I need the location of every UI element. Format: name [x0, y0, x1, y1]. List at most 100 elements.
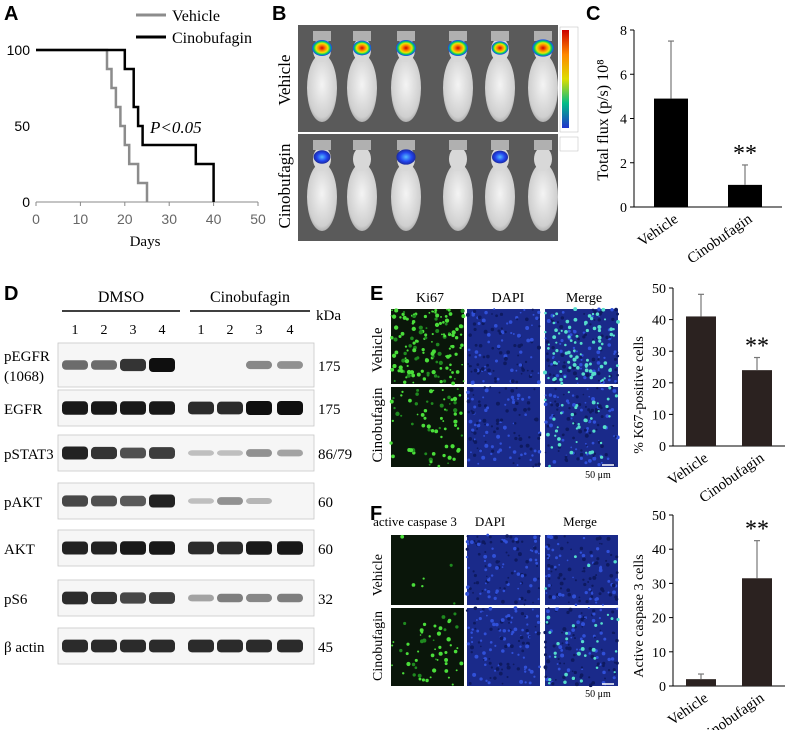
merged-signal-dot: [567, 325, 572, 330]
mouse-body: [485, 163, 515, 231]
blot-band: [149, 541, 175, 555]
blot-band: [91, 639, 117, 653]
nucleus-dot: [483, 435, 486, 437]
caspase-panel: active caspase 3 DAPI Merge Vehicle Cino…: [371, 509, 785, 730]
nucleus-dot: [481, 540, 486, 544]
nucleus-dot: [479, 449, 483, 453]
nucleus-dot: [520, 596, 524, 601]
green-signal-dot: [456, 427, 460, 430]
nucleus-dot: [538, 433, 542, 437]
nucleus-dot: [482, 418, 487, 423]
nose-cone: [397, 31, 415, 41]
green-signal-dot: [423, 416, 427, 420]
nucleus-dot: [554, 321, 557, 324]
nucleus-dot: [509, 535, 513, 539]
nucleus-dot: [554, 400, 557, 403]
nucleus-dot: [615, 638, 619, 643]
merged-signal-dot: [593, 656, 597, 660]
nucleus-dot: [543, 630, 547, 635]
nucleus-dot: [493, 596, 497, 601]
nucleus-dot: [566, 610, 570, 615]
merged-signal-dot: [554, 434, 557, 437]
nucleus-dot: [584, 401, 587, 404]
nucleus-dot: [574, 579, 577, 582]
merged-signal-dot: [581, 372, 586, 376]
nucleus-dot: [613, 661, 617, 664]
green-signal-dot: [456, 388, 459, 391]
green-signal-dot: [406, 661, 411, 667]
green-signal-dot: [448, 403, 451, 405]
nucleus-dot: [468, 681, 472, 685]
nucleus-dot: [486, 354, 490, 359]
nucleus-dot: [484, 663, 487, 667]
luminescence-signal: [312, 40, 332, 56]
nucleus-dot: [562, 433, 565, 436]
nucleus-dot: [501, 538, 504, 541]
nucleus-dot: [477, 403, 482, 408]
merged-signal-dot: [565, 631, 569, 635]
nucleus-dot: [502, 425, 507, 430]
nucleus-dot: [567, 567, 572, 572]
nucleus-dot: [473, 621, 476, 625]
nucleus-dot: [526, 589, 531, 594]
nucleus-dot: [536, 380, 541, 385]
nucleus-dot: [584, 405, 587, 408]
nucleus-dot: [572, 402, 576, 407]
nucleus-dot: [506, 322, 509, 325]
nucleus-dot: [581, 622, 585, 627]
nucleus-dot: [543, 640, 547, 644]
nucleus-dot: [465, 555, 469, 559]
nucleus-dot: [482, 355, 486, 359]
nucleus-dot: [514, 600, 518, 605]
blot-band: [91, 360, 117, 370]
nucleus-dot: [559, 372, 563, 375]
blot-row-label: pEGFR: [4, 349, 50, 365]
nucleus-dot: [562, 627, 567, 632]
mouse-head: [449, 147, 467, 171]
merged-signal-dot: [596, 640, 599, 643]
nucleus-dot: [474, 350, 479, 354]
nucleus-dot: [590, 554, 594, 558]
nucleus-dot: [514, 558, 518, 562]
nucleus-dot: [495, 591, 498, 594]
nucleus-dot: [567, 368, 571, 373]
mouse-body: [528, 163, 558, 231]
green-signal-dot: [450, 398, 454, 402]
merged-signal-dot: [599, 455, 604, 459]
green-signal-dot: [395, 411, 400, 416]
nucleus-dot: [600, 415, 604, 419]
green-signal-dot: [437, 351, 442, 356]
nucleus-dot: [591, 584, 594, 587]
green-signal-dot: [434, 648, 437, 651]
nucleus-dot: [516, 667, 520, 671]
nucleus-dot: [517, 587, 520, 590]
green-signal-dot: [439, 403, 444, 408]
nucleus-dot: [555, 374, 559, 378]
caspase-bar-cinobufagin: [742, 578, 772, 686]
nucleus-dot: [537, 587, 540, 590]
nucleus-dot: [565, 399, 570, 403]
green-signal-dot: [391, 419, 394, 423]
nucleus-dot: [476, 363, 480, 367]
green-signal-dot: [399, 648, 403, 653]
merged-signal-dot: [616, 319, 620, 324]
green-signal-dot: [391, 454, 395, 459]
nucleus-dot: [477, 552, 481, 556]
survival-x-tick-label: 20: [117, 211, 133, 227]
survival-x-tick-label: 30: [161, 211, 177, 227]
merged-signal-dot: [552, 314, 555, 317]
nucleus-dot: [595, 656, 599, 659]
mouse-body: [485, 54, 515, 122]
nucleus-dot: [505, 615, 508, 618]
nucleus-dot: [580, 449, 583, 452]
nucleus-dot: [584, 415, 588, 419]
merged-signal-dot: [580, 639, 585, 644]
green-signal-dot: [439, 379, 443, 384]
green-signal-dot: [424, 358, 430, 363]
nucleus-dot: [546, 424, 550, 428]
nucleus-dot: [525, 628, 529, 633]
nucleus-dot: [516, 318, 519, 321]
panel-label-c: C: [586, 3, 600, 25]
nucleus-dot: [595, 428, 598, 431]
nucleus-dot: [472, 394, 475, 396]
